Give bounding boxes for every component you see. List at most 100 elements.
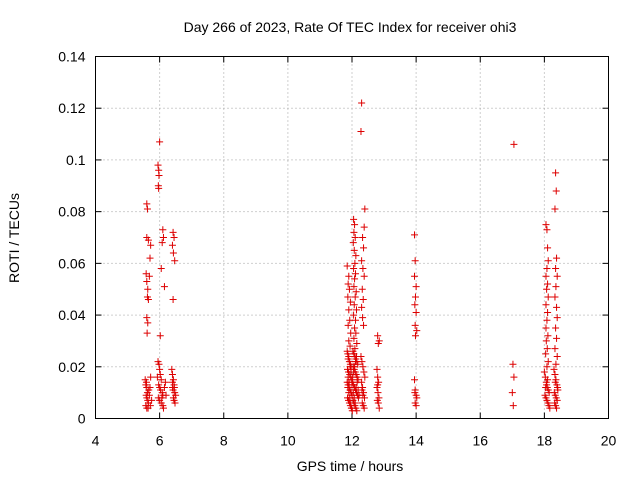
data-point xyxy=(359,234,367,241)
data-point xyxy=(411,389,419,397)
data-point xyxy=(144,319,152,327)
data-point xyxy=(350,246,358,254)
data-point xyxy=(157,376,165,384)
data-point xyxy=(375,404,383,412)
data-point xyxy=(358,386,366,394)
data-point xyxy=(159,234,167,241)
data-point xyxy=(360,404,368,412)
data-point xyxy=(144,236,152,244)
data-point xyxy=(350,301,358,309)
data-point xyxy=(153,373,161,381)
y-tick-label: 0 xyxy=(78,411,86,427)
data-point xyxy=(345,306,353,314)
data-point xyxy=(350,394,358,402)
data-point xyxy=(543,345,551,353)
data-point xyxy=(411,376,419,384)
data-point xyxy=(352,329,360,337)
data-point xyxy=(412,308,420,316)
data-point xyxy=(509,402,517,410)
data-point xyxy=(543,226,551,234)
data-point xyxy=(144,285,152,293)
data-point xyxy=(413,394,421,402)
data-point xyxy=(373,365,381,373)
data-point xyxy=(352,270,360,278)
data-point xyxy=(552,360,560,368)
data-point xyxy=(553,404,561,412)
data-point xyxy=(413,327,421,335)
data-point xyxy=(411,257,419,265)
data-point xyxy=(543,363,551,371)
data-point xyxy=(411,332,419,340)
data-point xyxy=(343,262,351,270)
data-point xyxy=(162,391,170,399)
data-point xyxy=(345,337,353,345)
data-point xyxy=(544,280,552,288)
data-point xyxy=(544,293,552,301)
y-tick-label: 0.1 xyxy=(66,152,86,168)
data-point xyxy=(543,285,551,293)
data-point xyxy=(554,383,562,391)
data-point xyxy=(544,358,552,366)
data-point xyxy=(350,265,358,273)
data-point xyxy=(345,272,353,280)
data-point xyxy=(352,306,360,314)
data-point xyxy=(349,389,357,397)
data-point xyxy=(552,187,560,195)
data-point xyxy=(411,231,419,239)
data-point xyxy=(145,386,153,394)
data-point xyxy=(540,368,548,376)
data-point xyxy=(160,283,168,291)
data-point xyxy=(349,239,357,247)
data-point xyxy=(143,329,151,337)
data-point xyxy=(412,283,420,291)
data-point xyxy=(374,399,382,407)
data-point xyxy=(543,265,551,273)
data-point xyxy=(552,265,560,273)
data-point xyxy=(344,293,352,301)
data-point xyxy=(553,303,561,311)
data-point xyxy=(359,363,367,371)
data-point xyxy=(544,244,552,252)
data-point xyxy=(352,358,360,366)
data-point xyxy=(551,378,559,386)
data-point xyxy=(146,254,154,262)
data-point xyxy=(346,298,354,306)
x-tick-labels: 4 6 8 10 12 14 16 18 20 xyxy=(92,433,617,449)
data-point xyxy=(350,334,358,342)
data-point xyxy=(143,277,151,285)
data-point xyxy=(508,389,516,397)
data-point xyxy=(551,293,559,301)
data-point xyxy=(358,378,366,386)
data-point xyxy=(542,337,550,345)
data-point xyxy=(159,404,167,412)
data-point xyxy=(351,234,359,241)
data-point xyxy=(344,280,352,288)
x-tick-label: 16 xyxy=(472,433,488,449)
data-point xyxy=(171,257,179,265)
data-point xyxy=(361,373,369,381)
y-tick-label: 0.04 xyxy=(58,307,85,323)
data-point xyxy=(344,321,352,329)
data-point xyxy=(169,249,177,257)
data-point xyxy=(544,332,552,340)
y-tick-label: 0.12 xyxy=(58,100,85,116)
data-point xyxy=(360,223,368,231)
data-point xyxy=(358,358,366,366)
x-tick-label: 8 xyxy=(220,433,228,449)
data-point xyxy=(168,365,176,373)
data-point xyxy=(551,345,559,353)
x-tick-label: 18 xyxy=(537,433,553,449)
data-point xyxy=(147,373,155,381)
data-point xyxy=(168,241,176,249)
data-point xyxy=(411,272,419,280)
y-tick-label: 0.02 xyxy=(58,359,85,375)
data-point xyxy=(155,171,163,179)
data-point xyxy=(553,352,561,360)
data-point xyxy=(543,316,551,324)
data-point xyxy=(349,373,357,381)
y-tick-label: 0.06 xyxy=(58,255,85,271)
data-point xyxy=(154,161,162,169)
data-point xyxy=(546,404,554,412)
data-point xyxy=(357,352,365,360)
data-point xyxy=(155,360,163,368)
